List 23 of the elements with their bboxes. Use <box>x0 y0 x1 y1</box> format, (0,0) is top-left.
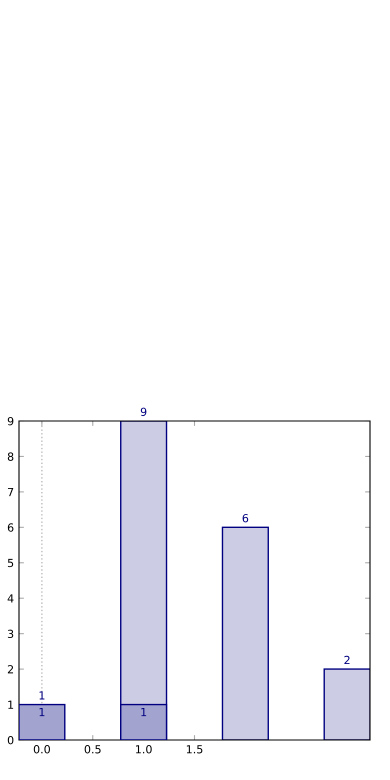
x-tick-label: 0.0 <box>34 745 50 754</box>
y-tick-label: 1 <box>8 700 14 709</box>
data-label: 1 <box>141 708 146 716</box>
bar <box>19 704 66 740</box>
x-tick-label: 1.0 <box>136 745 152 754</box>
data-label: 2 <box>344 656 350 664</box>
bar <box>324 668 370 740</box>
annotation: 1 <box>40 691 44 700</box>
y-tick-label: 8 <box>8 452 14 461</box>
x-tick-label: 1.5 <box>186 745 202 754</box>
y-tick-label: 0 <box>8 736 14 744</box>
bar <box>222 526 269 740</box>
y-tick-label: 9 <box>8 416 14 426</box>
data-label: 1 <box>40 708 44 716</box>
y-tick-label: 4 <box>8 594 14 602</box>
data-label: 9 <box>140 408 146 416</box>
x-tick-label: 0.5 <box>84 745 101 754</box>
y-tick-label: 2 <box>8 665 14 674</box>
y-tick-label: 5 <box>8 558 14 568</box>
data-label: 6 <box>242 514 248 522</box>
y-tick-label: 3 <box>8 630 14 638</box>
y-tick-label: 6 <box>8 523 14 532</box>
y-tick-label: 7 <box>8 488 14 496</box>
